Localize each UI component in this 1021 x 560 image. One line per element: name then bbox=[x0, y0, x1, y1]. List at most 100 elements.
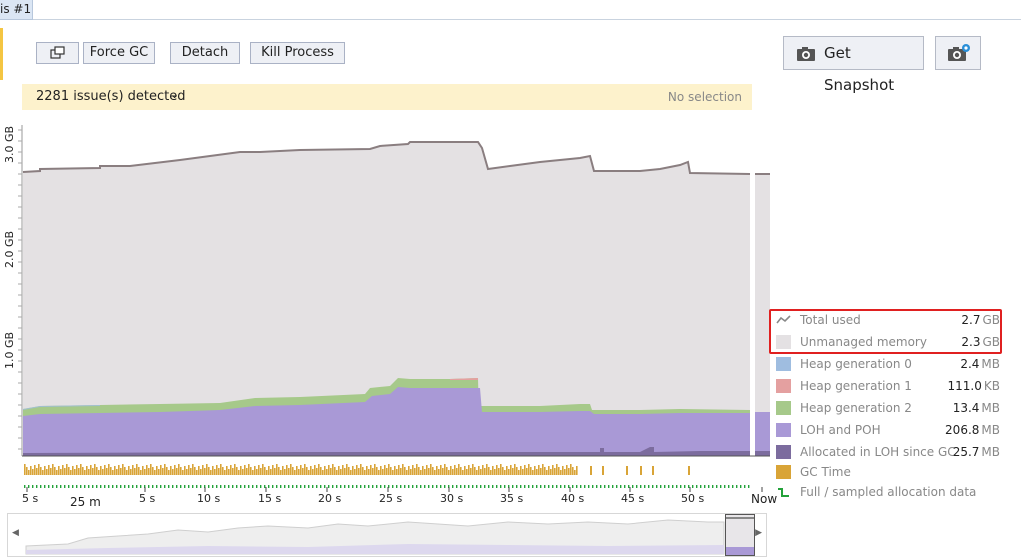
legend-value: 206.8 MB bbox=[945, 423, 1000, 437]
legend-item-allocated-loh[interactable]: Allocated in LOH since GC 25.7 MB bbox=[772, 442, 1002, 462]
legend-item-gen0[interactable]: Heap generation 0 2.4 MB bbox=[772, 354, 1002, 374]
overview-viewport-thumb[interactable] bbox=[725, 514, 755, 556]
gc-time-bar bbox=[178, 464, 180, 475]
kill-process-button[interactable]: Kill Process bbox=[250, 42, 345, 64]
gc-time-bar bbox=[118, 465, 120, 475]
get-snapshot-button[interactable]: Get Snapshot bbox=[783, 36, 924, 94]
gc-time-bar bbox=[28, 470, 30, 475]
gc-time-bar bbox=[496, 465, 498, 475]
gc-time-bar bbox=[112, 470, 114, 475]
gc-time-bar bbox=[56, 470, 58, 475]
legend-item-total-used[interactable]: Total used 2.7 GB bbox=[772, 310, 1002, 330]
gc-time-bar bbox=[190, 468, 192, 475]
legend-item-loh[interactable]: LOH and POH 206.8 MB bbox=[772, 420, 1002, 440]
legend-label: Heap generation 1 bbox=[800, 379, 912, 393]
gc-time-bar bbox=[652, 466, 654, 475]
gc-time-bar bbox=[516, 467, 518, 475]
force-gc-button[interactable]: Force GC bbox=[83, 42, 155, 64]
gc-time-bar bbox=[330, 468, 332, 475]
gc-time-bar bbox=[66, 464, 68, 475]
gc-time-bar bbox=[260, 468, 262, 475]
gc-time-bar bbox=[62, 465, 64, 475]
legend-item-gen1[interactable]: Heap generation 1 111.0 KB bbox=[772, 376, 1002, 396]
gc-time-bar bbox=[122, 464, 124, 475]
time-tick-label: 15 s bbox=[258, 492, 282, 505]
open-in-window-button[interactable] bbox=[36, 42, 79, 64]
gc-time-bar bbox=[344, 468, 346, 475]
gc-time-bar bbox=[688, 466, 690, 475]
gc-time-bar bbox=[292, 467, 294, 475]
gc-time-bar bbox=[184, 466, 186, 475]
gc-time-bar bbox=[276, 464, 278, 475]
gc-time-bar bbox=[490, 470, 492, 475]
allocation-sample-mark bbox=[612, 485, 614, 488]
gc-time-bar bbox=[378, 470, 380, 475]
gc-time-bar bbox=[400, 468, 402, 475]
gc-time-bar bbox=[436, 466, 438, 475]
gc-time-bar bbox=[80, 464, 82, 475]
allocation-sample-mark bbox=[104, 485, 106, 488]
chevron-down-icon[interactable]: ⌄ bbox=[170, 88, 180, 101]
allocation-sample-mark bbox=[356, 485, 358, 488]
gc-time-bar bbox=[318, 464, 320, 475]
legend-item-unmanaged[interactable]: Unmanaged memory 2.3 GB bbox=[772, 332, 1002, 352]
gc-time-bar bbox=[502, 467, 504, 475]
allocation-sample-mark bbox=[400, 485, 402, 488]
allocation-sample-mark bbox=[580, 485, 582, 488]
gc-time-bar bbox=[208, 467, 210, 475]
gc-time-bar bbox=[272, 465, 274, 475]
scroll-right-icon[interactable]: ▶ bbox=[755, 528, 762, 538]
allocation-sample-mark bbox=[648, 485, 650, 488]
gc-time-bar bbox=[168, 470, 170, 475]
allocation-sample-mark bbox=[552, 485, 554, 488]
allocation-sample-mark bbox=[616, 485, 618, 488]
legend-item-allocation-data[interactable]: Full / sampled allocation data bbox=[772, 482, 1002, 502]
gc-time-bar bbox=[558, 467, 560, 475]
time-tick-label: 25 m bbox=[70, 495, 101, 509]
allocation-sample-mark bbox=[432, 485, 434, 488]
gc-time-bar bbox=[94, 464, 96, 475]
allocation-sample-mark bbox=[332, 485, 334, 488]
gc-time-bar bbox=[204, 468, 206, 475]
allocation-sample-mark bbox=[376, 485, 378, 488]
gc-time-bar bbox=[434, 470, 436, 475]
gc-time-bar bbox=[282, 466, 284, 475]
scroll-left-icon[interactable]: ◀ bbox=[12, 528, 19, 538]
allocation-sample-mark bbox=[544, 485, 546, 488]
gc-time-bar bbox=[108, 464, 110, 475]
legend-item-gc-time[interactable]: GC Time bbox=[772, 462, 1002, 482]
gc-time-bar bbox=[504, 470, 506, 475]
gc-time-bar bbox=[286, 465, 288, 475]
issues-count[interactable]: 2281 issue(s) detected bbox=[36, 89, 186, 104]
allocation-sample-mark bbox=[496, 485, 498, 488]
legend-value: 2.3 GB bbox=[961, 335, 1000, 349]
gc-time-bar bbox=[356, 465, 358, 475]
allocation-sample-mark bbox=[516, 485, 518, 488]
legend-item-gen2[interactable]: Heap generation 2 13.4 MB bbox=[772, 398, 1002, 418]
gc-time-bar bbox=[480, 469, 482, 475]
gc-time-bar bbox=[386, 468, 388, 475]
gc-time-bar bbox=[474, 467, 476, 475]
allocation-sample-mark bbox=[564, 485, 566, 488]
gc-time-bar bbox=[262, 464, 264, 475]
gc-time-bar bbox=[266, 470, 268, 475]
gc-time-bar bbox=[542, 464, 544, 475]
allocation-sample-mark bbox=[524, 485, 526, 488]
gc-time-bar bbox=[500, 464, 502, 475]
allocation-sample-mark bbox=[404, 485, 406, 488]
allocation-sample-mark bbox=[252, 485, 254, 488]
session-tab[interactable]: is #1 bbox=[0, 0, 33, 20]
allocation-sample-mark bbox=[248, 485, 250, 488]
detach-button[interactable]: Detach bbox=[170, 42, 240, 64]
gc-time-bar bbox=[30, 466, 32, 475]
snapshot-settings-button[interactable] bbox=[935, 36, 981, 70]
time-tick-label: 45 s bbox=[621, 492, 645, 505]
timeline-overview[interactable]: ◀ ▶ bbox=[7, 513, 767, 557]
issues-bar[interactable]: 2281 issue(s) detected ⌄ No selection bbox=[22, 84, 752, 110]
allocation-sample-mark bbox=[464, 485, 466, 488]
gc-time-bar bbox=[128, 466, 130, 475]
allocation-sample-mark bbox=[660, 485, 662, 488]
allocation-sample-mark bbox=[572, 485, 574, 488]
gc-time-bar bbox=[566, 465, 568, 475]
